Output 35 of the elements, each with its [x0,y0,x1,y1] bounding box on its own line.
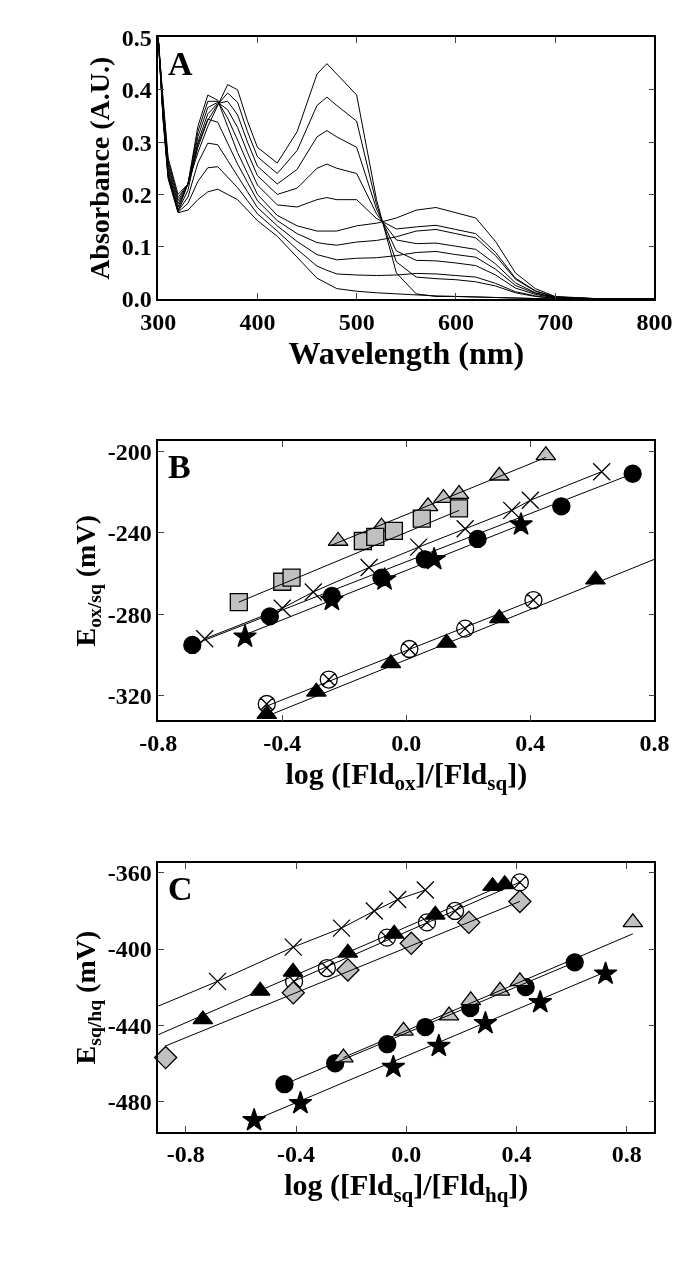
x-tick-label: 600 [437,308,474,335]
y-tick-label: -280 [107,601,152,628]
y-tick-label: -400 [107,936,152,963]
x-tick-label: 0.8 [639,729,670,756]
y-tick-label: -480 [107,1088,152,1115]
x-tick-label: 400 [239,308,276,335]
x-axis-title: log ([Fld$_{ox}$]/[Fld$_{sq}$]) [285,756,528,796]
x-tick-label: 0.8 [611,1141,642,1168]
x-tick-label: -0.8 [166,1141,205,1168]
x-axis-title: Wavelength (nm) [288,335,525,372]
x-tick-label: 0.4 [501,1141,532,1168]
y-tick-label: -440 [107,1012,152,1039]
y-tick-label: 0.1 [121,234,152,261]
x-tick-label: 500 [338,308,375,335]
x-tick-label: -0.4 [277,1141,316,1168]
y-tick-label: 0.4 [121,77,152,104]
annotation: C [168,870,193,907]
y-axis-title: Absorbance (A.U.) [83,56,115,280]
x-tick-label: -0.4 [263,729,302,756]
x-axis-title: log ([Fld$_{sq}$]/[Fld$_{hq}$]) [284,1168,529,1207]
annotation: A [168,45,193,82]
y-tick-label: 0.5 [121,24,152,51]
y-tick-label: 0.3 [121,129,152,156]
y-tick-label: -360 [107,860,152,887]
y-tick-label: 0.2 [121,181,152,208]
x-tick-label: 0.4 [515,729,546,756]
x-tick-label: 700 [537,308,574,335]
y-tick-label: -320 [107,683,152,710]
x-tick-label: 0.0 [391,1141,422,1168]
y-tick-label: -240 [107,520,152,547]
x-tick-label: -0.8 [139,729,178,756]
x-tick-label: 800 [636,308,673,335]
y-tick-label: -200 [107,438,152,465]
x-tick-label: 0.0 [391,729,422,756]
annotation: B [168,448,191,485]
